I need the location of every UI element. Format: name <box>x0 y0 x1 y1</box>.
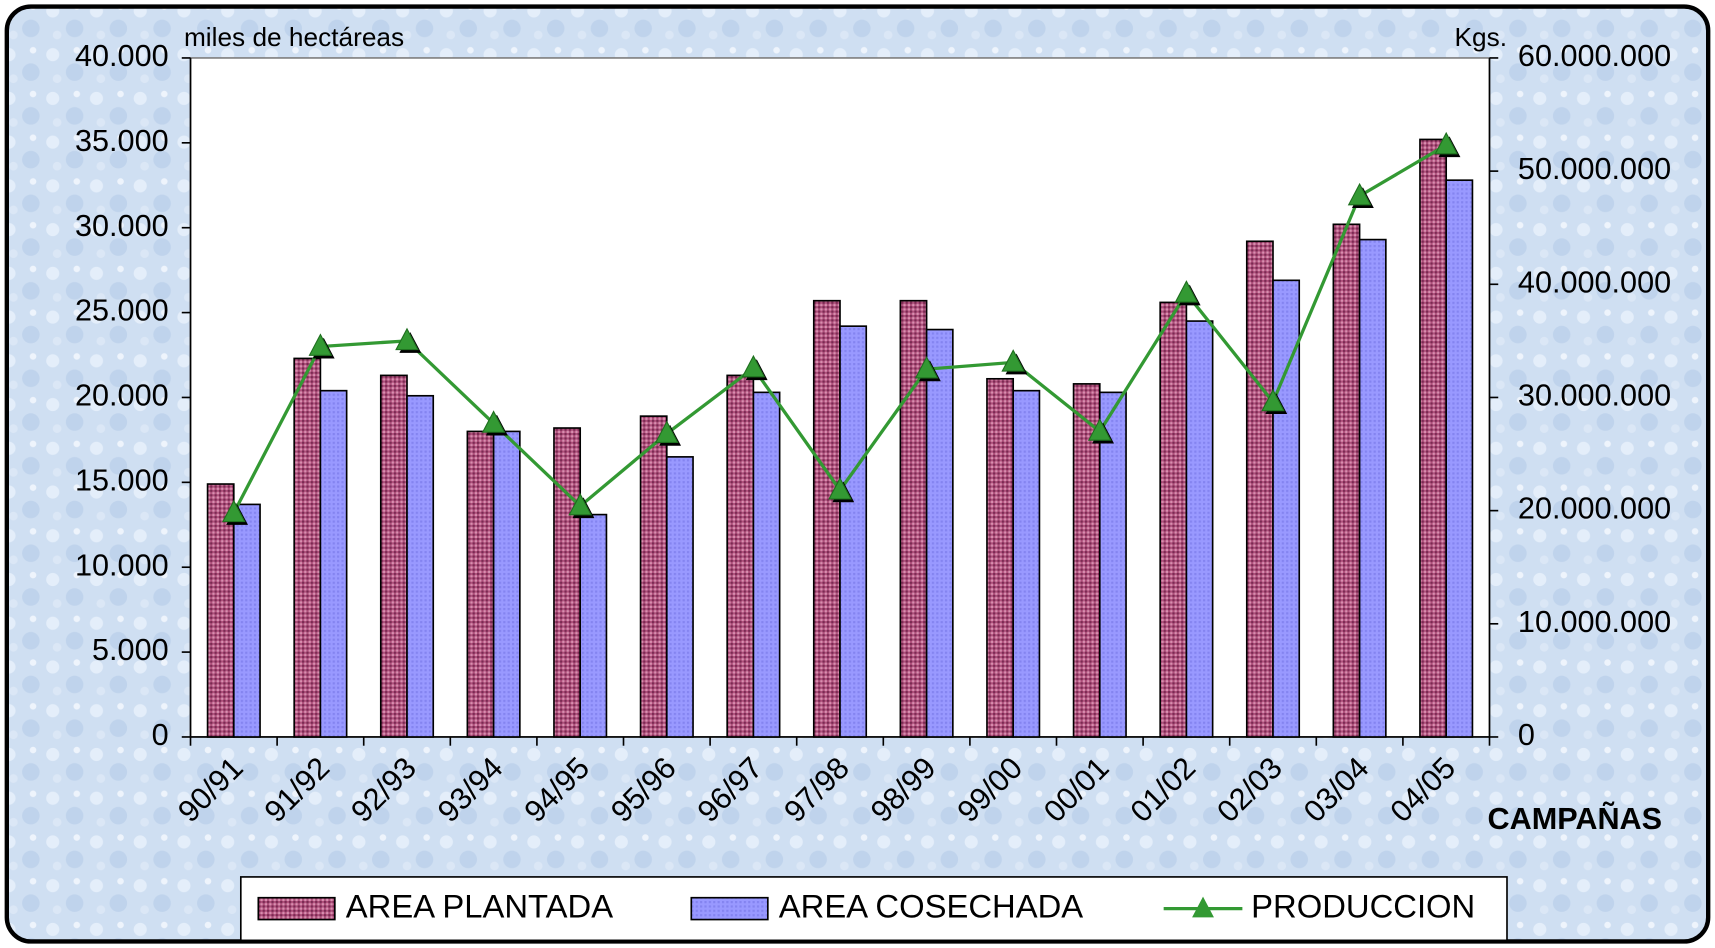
bar <box>1159 301 1188 738</box>
marker <box>1261 388 1285 412</box>
bar <box>1012 389 1041 738</box>
marker <box>1087 418 1112 441</box>
marker <box>654 420 679 443</box>
marker <box>221 499 246 523</box>
bar <box>1332 223 1361 738</box>
y2-tick-label: 40.000.000 <box>1518 265 1671 299</box>
bar <box>1245 240 1274 738</box>
bar <box>553 427 582 738</box>
bar <box>665 456 694 738</box>
y2-tick-label: 20.000.000 <box>1518 492 1671 526</box>
bar <box>1272 279 1301 738</box>
marker <box>828 477 852 500</box>
bar <box>466 430 495 738</box>
bar <box>1098 391 1127 738</box>
bar <box>839 325 868 738</box>
y2-tick-label: 10.000.000 <box>1518 605 1671 639</box>
y2-tick-label: 50.000.000 <box>1518 152 1671 186</box>
bar <box>206 483 235 738</box>
legend-swatch <box>1192 896 1214 918</box>
marker <box>1347 182 1372 206</box>
y2-axis-title: Kgs. <box>1454 22 1507 52</box>
y-tick-label: 35.000 <box>75 124 169 158</box>
legend-label: AREA COSECHADA <box>779 887 1083 924</box>
legend-swatch <box>690 896 769 921</box>
legend <box>239 876 1508 942</box>
bar <box>379 374 408 738</box>
marker <box>568 492 593 516</box>
bar <box>579 513 608 738</box>
legend-label: PRODUCCION <box>1251 887 1475 924</box>
y-tick-label: 0 <box>152 718 169 752</box>
y-tick-label: 5.000 <box>92 633 169 667</box>
marker <box>395 327 419 351</box>
y2-tick-label: 0 <box>1518 718 1535 752</box>
bar <box>752 391 781 738</box>
y-axis-title: miles de hectáreas <box>184 22 404 52</box>
y-tick-label: 25.000 <box>75 294 169 328</box>
y-tick-label: 40.000 <box>75 39 169 73</box>
marker <box>1434 131 1459 155</box>
marker <box>481 410 506 433</box>
bar <box>1185 320 1214 738</box>
bar <box>232 503 261 738</box>
bar <box>406 394 435 738</box>
bar <box>925 328 954 738</box>
bar <box>319 389 348 738</box>
y2-tick-label: 30.000.000 <box>1518 379 1671 413</box>
y-tick-label: 10.000 <box>75 548 169 582</box>
bar <box>1445 179 1474 738</box>
bar <box>639 415 668 738</box>
bar <box>1419 138 1448 738</box>
bar <box>986 377 1015 738</box>
marker <box>741 354 766 378</box>
bar <box>293 357 322 738</box>
marker <box>1001 349 1026 372</box>
bar <box>1358 238 1387 738</box>
marker <box>308 333 333 356</box>
x-axis-title: CAMPAÑAS <box>1487 801 1662 836</box>
bar <box>726 374 755 738</box>
legend-label: AREA PLANTADA <box>346 887 613 924</box>
y-tick-label: 20.000 <box>75 379 169 413</box>
legend-swatch <box>257 896 336 921</box>
y-tick-label: 30.000 <box>75 209 169 243</box>
bar <box>492 430 521 738</box>
bar <box>812 299 841 738</box>
marker <box>1174 280 1199 303</box>
y-tick-label: 15.000 <box>75 463 169 497</box>
marker <box>914 355 939 379</box>
y2-tick-label: 60.000.000 <box>1518 39 1671 73</box>
